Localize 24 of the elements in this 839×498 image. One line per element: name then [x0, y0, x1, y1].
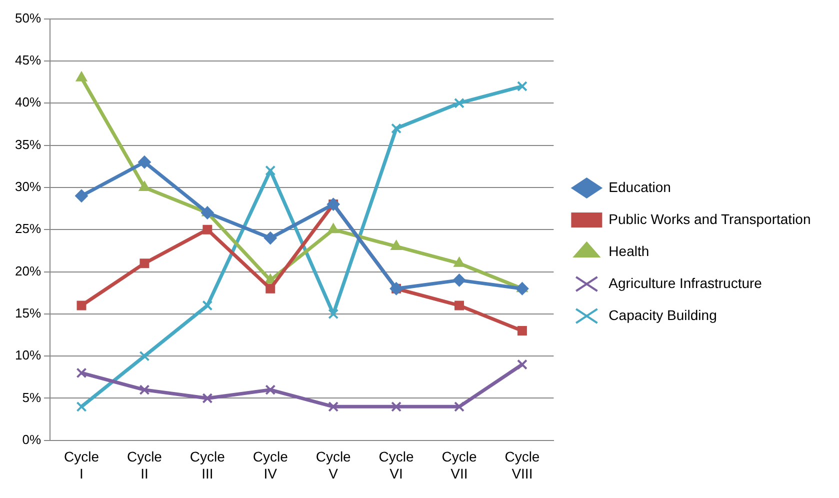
- y-tick-label: 35%: [14, 136, 42, 152]
- x-tick-label: Cycle VI: [378, 448, 414, 482]
- y-tick-label: 5%: [22, 390, 42, 405]
- x-tick-label: Cycle VIII: [504, 448, 540, 482]
- legend-label: Health: [608, 242, 650, 259]
- y-tick-label: 40%: [14, 94, 42, 110]
- x-tick-label: Cycle VII: [442, 448, 477, 482]
- x-tick-label: Cycle I: [64, 448, 100, 482]
- legend-label: Public Works and Transportation: [608, 210, 811, 227]
- x-tick-label: Cycle III: [190, 448, 226, 482]
- x-tick-label: Cycle IV: [252, 448, 288, 482]
- y-tick-label: 50%: [14, 10, 42, 26]
- legend-label: Agriculture Infrastructure: [608, 274, 762, 291]
- y-tick-label: 15%: [14, 306, 42, 320]
- x-tick-label: Cycle V: [316, 448, 352, 482]
- legend-label: Education: [608, 178, 671, 195]
- legend-label: Capacity Building: [608, 306, 717, 323]
- y-tick-label: 10%: [14, 348, 42, 363]
- y-tick-label: 45%: [14, 52, 42, 68]
- y-tick-label: 30%: [14, 179, 42, 194]
- y-tick-label: 20%: [14, 263, 42, 278]
- y-tick-label: 0%: [22, 432, 42, 447]
- x-tick-label: Cycle II: [126, 448, 162, 482]
- y-tick-label: 25%: [14, 221, 42, 236]
